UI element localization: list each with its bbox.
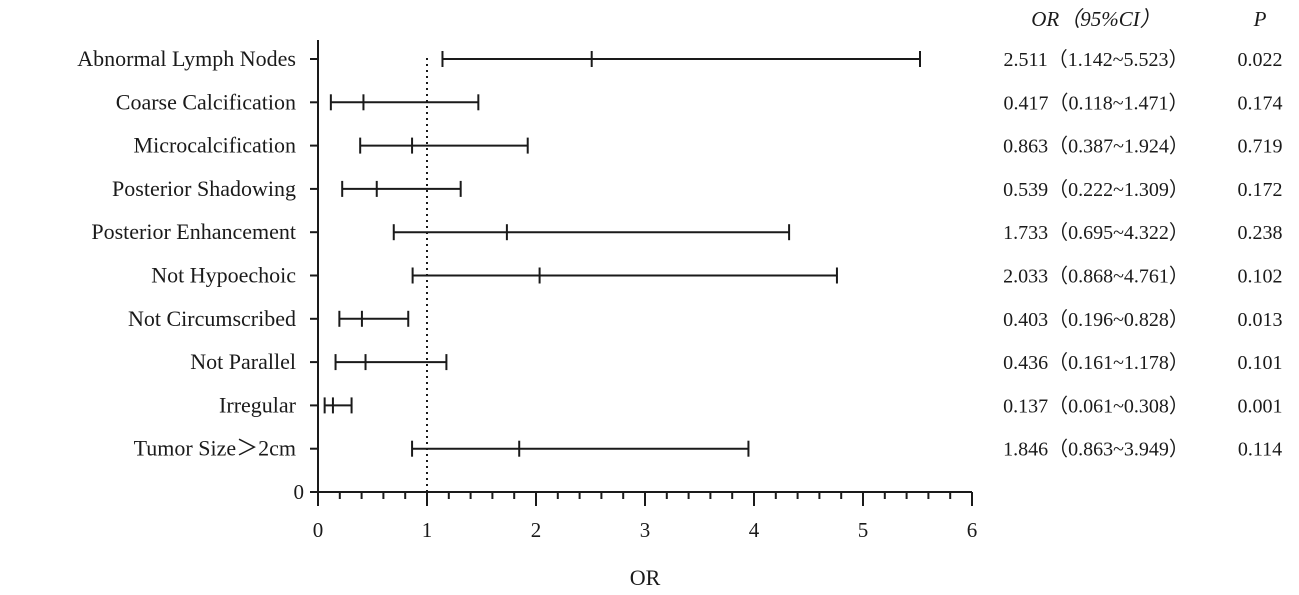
- p-value: 0.172: [1238, 179, 1283, 201]
- row-label: Abnormal Lymph Nodes: [77, 46, 296, 71]
- p-value: 0.102: [1238, 266, 1283, 288]
- or-ci-value: 2.033（0.868~4.761）: [1003, 265, 1189, 288]
- ci-marks: [323, 51, 922, 492]
- or-ci-value: 1.846（0.863~3.949）: [1003, 438, 1189, 461]
- row-label: Tumor Size＞2cm: [134, 436, 296, 461]
- p-value: 0.101: [1238, 352, 1283, 374]
- x-tick-label: 3: [640, 518, 651, 542]
- x-tick-label: 6: [967, 518, 978, 542]
- or-ci-header: OR（95%CI）: [1031, 7, 1161, 31]
- column-headers: OR（95%CI） P: [1031, 7, 1266, 31]
- or-ci-value: 0.403（0.196~0.828）: [1003, 308, 1189, 331]
- x-tick-label: 2: [531, 518, 542, 542]
- row-label: Not Hypoechoic: [151, 263, 296, 288]
- p-value: 0.013: [1238, 309, 1283, 331]
- stats-table: 2.511（1.142~5.523） 0.022 0.417（0.118~1.471…: [1003, 48, 1282, 461]
- row-labels: Abnormal Lymph Nodes Coarse Calcification…: [77, 46, 296, 461]
- p-value: 0.174: [1238, 92, 1283, 114]
- x-tick-label: 4: [749, 518, 760, 542]
- or-ci-value: 0.539（0.222~1.309）: [1003, 178, 1189, 201]
- or-ci-value: 1.733（0.695~4.322）: [1003, 221, 1189, 244]
- row-label: Not Parallel: [190, 349, 296, 374]
- x-axis-label: OR: [630, 565, 661, 590]
- p-header: P: [1253, 7, 1267, 31]
- p-value: 0.022: [1238, 49, 1283, 71]
- x-tick-label: 5: [858, 518, 869, 542]
- or-ci-value: 2.511（1.142~5.523）: [1003, 48, 1188, 71]
- p-value: 0.001: [1238, 395, 1283, 417]
- or-ci-value: 0.436（0.161~1.178）: [1003, 351, 1189, 374]
- row-label: Posterior Enhancement: [91, 219, 296, 244]
- row-label: Not Circumscribed: [128, 306, 296, 331]
- row-label: Coarse Calcification: [116, 89, 296, 114]
- p-value: 0.114: [1238, 439, 1282, 461]
- row-label: Microcalcification: [134, 133, 296, 158]
- axes: 00 1 2 3 4 5 6: [294, 40, 978, 542]
- p-value: 0.238: [1238, 222, 1283, 244]
- x-tick-label: 1: [422, 518, 433, 542]
- y-tick-label-zero: 0: [294, 480, 305, 504]
- row-label: Posterior Shadowing: [112, 176, 296, 201]
- x-tick-label: 0: [313, 518, 324, 542]
- or-ci-value: 0.863（0.387~1.924）: [1003, 135, 1189, 158]
- row-label: Irregular: [219, 392, 297, 417]
- p-value: 0.719: [1238, 136, 1283, 158]
- or-ci-value: 0.417（0.118~1.471）: [1003, 91, 1188, 114]
- or-ci-value: 0.137（0.061~0.308）: [1003, 394, 1189, 417]
